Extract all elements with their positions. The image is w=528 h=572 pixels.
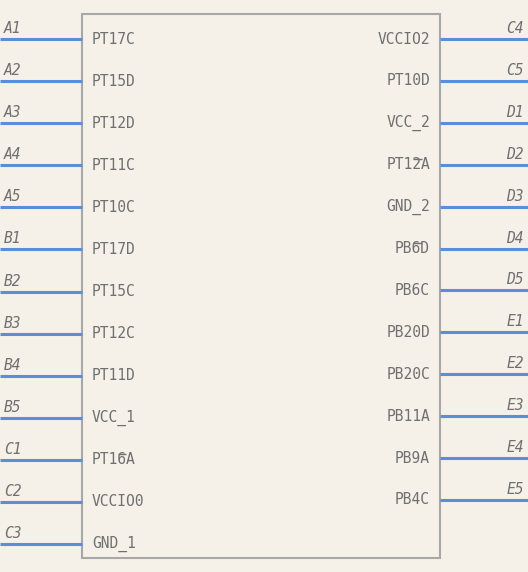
Text: PT11C: PT11C bbox=[92, 158, 136, 173]
Text: D2: D2 bbox=[506, 147, 524, 162]
Text: D3: D3 bbox=[506, 189, 524, 204]
Text: VCCIO0: VCCIO0 bbox=[92, 494, 145, 510]
Text: PT10C: PT10C bbox=[92, 200, 136, 215]
Text: PB11A: PB11A bbox=[386, 408, 430, 424]
Text: PT12A: PT12A bbox=[386, 157, 430, 172]
Text: PT10D: PT10D bbox=[386, 73, 430, 89]
Text: A5: A5 bbox=[4, 189, 22, 204]
Text: E4: E4 bbox=[506, 440, 524, 455]
Text: A4: A4 bbox=[4, 147, 22, 162]
Text: PT12C: PT12C bbox=[92, 326, 136, 341]
Text: VCC_1: VCC_1 bbox=[92, 410, 136, 426]
Text: C3: C3 bbox=[4, 526, 22, 541]
Text: E2: E2 bbox=[506, 356, 524, 371]
Bar bbox=[82, 14, 440, 558]
Text: C4: C4 bbox=[506, 21, 524, 36]
Text: A2: A2 bbox=[4, 63, 22, 78]
Text: E1: E1 bbox=[506, 315, 524, 329]
Text: VCC_2: VCC_2 bbox=[386, 115, 430, 131]
Text: PT17C: PT17C bbox=[92, 31, 136, 46]
Text: PT16A: PT16A bbox=[92, 452, 136, 467]
Text: PB4C: PB4C bbox=[395, 492, 430, 507]
Text: PT11D: PT11D bbox=[92, 368, 136, 383]
Text: E3: E3 bbox=[506, 398, 524, 413]
Text: PB20C: PB20C bbox=[386, 367, 430, 382]
Text: B5: B5 bbox=[4, 400, 22, 415]
Text: B2: B2 bbox=[4, 273, 22, 288]
Text: B3: B3 bbox=[4, 316, 22, 331]
Text: C2: C2 bbox=[4, 484, 22, 499]
Text: A1: A1 bbox=[4, 21, 22, 36]
Text: VCCIO2: VCCIO2 bbox=[378, 31, 430, 46]
Text: GND_1: GND_1 bbox=[92, 536, 136, 552]
Text: E5: E5 bbox=[506, 482, 524, 497]
Text: PT17D: PT17D bbox=[92, 242, 136, 257]
Text: D1: D1 bbox=[506, 105, 524, 120]
Text: PT12D: PT12D bbox=[92, 116, 136, 130]
Text: PB9A: PB9A bbox=[395, 451, 430, 466]
Text: D4: D4 bbox=[506, 231, 524, 245]
Text: D5: D5 bbox=[506, 272, 524, 288]
Text: PT15D: PT15D bbox=[92, 74, 136, 89]
Text: C1: C1 bbox=[4, 442, 22, 457]
Text: PB6C: PB6C bbox=[395, 283, 430, 298]
Text: A3: A3 bbox=[4, 105, 22, 120]
Text: GND_2: GND_2 bbox=[386, 198, 430, 214]
Text: C5: C5 bbox=[506, 63, 524, 78]
Text: B1: B1 bbox=[4, 232, 22, 247]
Text: PB20D: PB20D bbox=[386, 325, 430, 340]
Text: PT15C: PT15C bbox=[92, 284, 136, 299]
Text: B4: B4 bbox=[4, 358, 22, 373]
Text: PB6D: PB6D bbox=[395, 241, 430, 256]
